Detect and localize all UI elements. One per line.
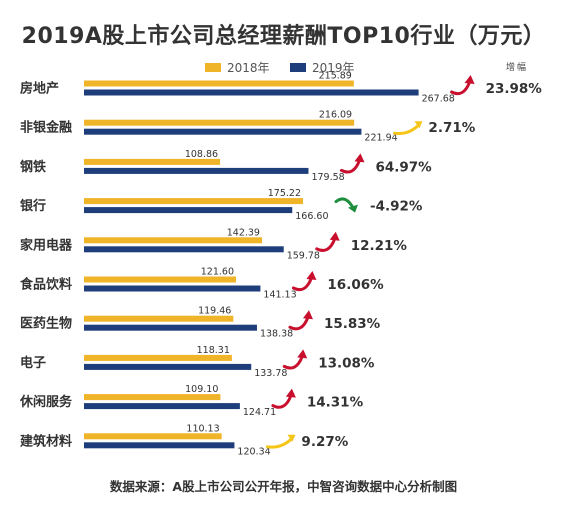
bar-2019-8 <box>84 403 240 410</box>
value-label-2018-0: 215.89 <box>319 71 352 82</box>
growth-label-6: 15.83% <box>324 316 381 332</box>
value-label-2018-6: 119.46 <box>198 306 231 317</box>
legend-swatch-2018 <box>205 63 221 72</box>
growth-label-8: 14.31% <box>307 395 364 411</box>
value-label-2018-3: 175.22 <box>268 188 301 199</box>
chart-legend: 2018年 2019年 <box>0 59 567 75</box>
legend-item-2019: 2019年 <box>290 59 355 76</box>
growth-label-5: 16.06% <box>327 277 384 293</box>
value-label-2019-5: 141.13 <box>263 290 296 301</box>
growth-label-4: 12.21% <box>351 238 408 254</box>
growth-label-7: 13.08% <box>318 355 375 371</box>
bar-2019-7 <box>84 363 252 370</box>
value-label-2018-5: 121.60 <box>201 267 234 278</box>
category-label-5: 食品饮料 <box>20 277 72 293</box>
growth-label-9: 9.27% <box>301 434 348 450</box>
bar-2019-5 <box>84 285 261 292</box>
growth-arrow-1 <box>392 123 420 136</box>
bar-2019-9 <box>84 442 235 449</box>
value-label-2019-1: 221.94 <box>364 133 397 144</box>
value-label-2019-4: 159.78 <box>287 250 320 261</box>
growth-arrow-9 <box>265 437 293 449</box>
category-label-6: 医药生物 <box>20 316 72 332</box>
bar-2018-2 <box>84 158 221 165</box>
category-label-1: 非银金融 <box>20 120 72 136</box>
value-label-2019-6: 138.38 <box>260 329 293 340</box>
value-label-2018-9: 110.13 <box>186 423 219 434</box>
bar-2018-9 <box>84 433 222 440</box>
growth-arrowhead-2 <box>354 153 365 163</box>
value-label-2019-0: 267.68 <box>422 94 455 105</box>
bar-2018-1 <box>84 119 355 126</box>
bar-2018-6 <box>84 315 234 322</box>
value-label-2018-8: 109.10 <box>185 384 218 395</box>
growth-arrow-7 <box>282 354 304 370</box>
category-label-4: 家用电器 <box>20 237 73 253</box>
growth-arrowhead-0 <box>464 75 475 84</box>
bar-2018-5 <box>84 276 236 283</box>
chart-title: 2019A股上市公司总经理薪酬TOP10行业（万元） <box>21 24 546 49</box>
growth-arrow-2 <box>339 158 361 174</box>
growth-arrowhead-3 <box>348 204 359 213</box>
value-label-2018-4: 142.39 <box>227 227 260 238</box>
growth-label-1: 2.71% <box>428 120 475 136</box>
legend-label-2018: 2018年 <box>227 61 270 75</box>
growth-arrowhead-5 <box>306 271 317 280</box>
growth-label-3: -4.92% <box>370 199 423 215</box>
growth-arrowhead-1 <box>414 121 423 129</box>
category-label-3: 银行 <box>20 198 46 214</box>
growth-arrow-8 <box>271 394 293 409</box>
value-label-2018-1: 216.09 <box>319 110 352 121</box>
value-label-2019-2: 179.58 <box>311 172 344 183</box>
data-source-note: 数据来源：A股上市公司公开年报，中智咨询数据中心分析制图 <box>109 479 458 494</box>
bar-2018-8 <box>84 394 221 401</box>
bar-2018-3 <box>84 198 304 205</box>
growth-arrowhead-4 <box>329 231 340 241</box>
value-label-2019-3: 166.60 <box>295 211 328 222</box>
value-label-2019-9: 120.34 <box>237 446 270 457</box>
growth-arrowhead-9 <box>287 434 296 442</box>
bar-2019-1 <box>84 128 362 135</box>
growth-arrow-5 <box>291 276 313 292</box>
bar-2019-3 <box>84 207 293 214</box>
bar-2018-4 <box>84 237 262 244</box>
category-label-9: 建筑材料 <box>20 433 72 449</box>
category-label-8: 休闲服务 <box>19 394 73 410</box>
legend-label-2019: 2019年 <box>312 61 355 75</box>
growth-label-0: 23.98% <box>486 81 543 97</box>
bar-2019-4 <box>84 246 284 253</box>
growth-label-2: 64.97% <box>375 159 432 175</box>
category-label-0: 房地产 <box>20 81 59 97</box>
value-label-2019-8: 124.71 <box>243 407 276 418</box>
bar-2019-0 <box>84 89 419 96</box>
bar-2019-6 <box>84 324 257 331</box>
value-label-2018-2: 108.86 <box>185 149 218 160</box>
growth-column-header: 增幅 <box>506 63 529 73</box>
growth-arrowhead-8 <box>285 388 296 398</box>
growth-arrowhead-7 <box>297 349 308 359</box>
bar-2018-0 <box>84 80 354 87</box>
growth-arrow-0 <box>450 80 472 96</box>
value-label-2018-7: 118.31 <box>197 345 230 356</box>
category-label-7: 电子 <box>20 355 46 371</box>
category-label-2: 钢铁 <box>20 159 46 175</box>
bar-2019-2 <box>84 167 309 174</box>
growth-arrow-6 <box>288 315 310 331</box>
legend-item-2018: 2018年 <box>205 59 270 76</box>
growth-arrow-4 <box>315 237 337 252</box>
bar-2018-7 <box>84 354 232 361</box>
value-label-2019-7: 133.78 <box>254 368 287 379</box>
legend-swatch-2019 <box>290 63 306 72</box>
growth-arrowhead-6 <box>302 310 313 320</box>
